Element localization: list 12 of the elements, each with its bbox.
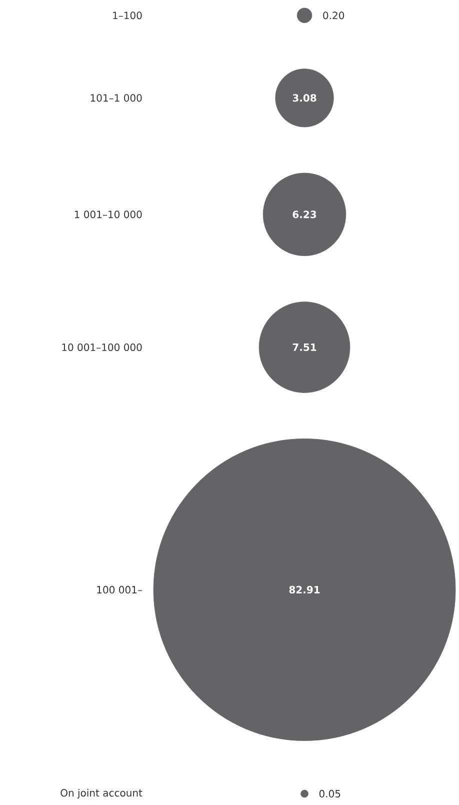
data-label: 6.23 — [292, 210, 316, 218]
category-label: 100 001– — [97, 586, 142, 594]
category-label: 1 001–10 000 — [74, 210, 142, 218]
data-label: 0.20 — [323, 12, 344, 20]
data-label: 0.05 — [319, 790, 340, 798]
category-label: 101–1 000 — [90, 94, 142, 102]
category-label: 1–100 — [113, 12, 142, 20]
data-label: 82.91 — [289, 586, 320, 594]
data-label: 7.51 — [292, 344, 316, 351]
category-label: 10 001–100 000 — [62, 343, 142, 352]
category-label: On joint account — [60, 788, 142, 799]
data-label: 3.08 — [292, 94, 316, 102]
